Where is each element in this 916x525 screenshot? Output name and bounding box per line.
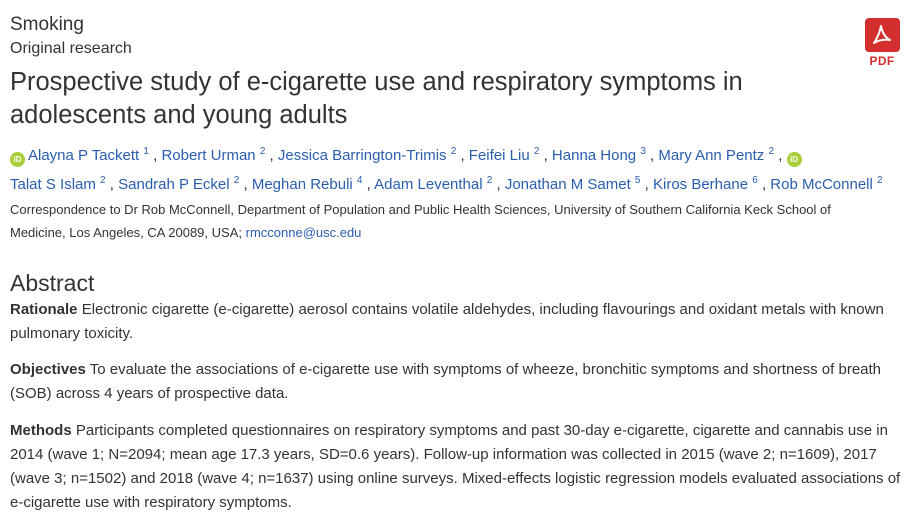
- affiliation-number: 2: [533, 146, 540, 157]
- author-separator: ,: [757, 176, 771, 193]
- abstract-section-methods: Methods Participants completed questionn…: [10, 419, 910, 515]
- affiliation-number: 3: [640, 146, 646, 157]
- author-separator: ,: [774, 147, 787, 164]
- article-title: Prospective study of e-cigarette use and…: [10, 68, 743, 129]
- section-text: Electronic cigarette (e-cigarette) aeros…: [10, 301, 884, 342]
- orcid-icon[interactable]: iD: [10, 152, 25, 167]
- author-name: Adam Leventhal: [374, 176, 483, 193]
- author-name: Meghan Rebuli: [251, 176, 353, 193]
- author-name: Jonathan M Samet: [504, 176, 631, 193]
- section-label: Methods: [10, 422, 72, 439]
- author-name: Jessica Barrington-Trimis: [277, 147, 447, 164]
- author-name: Kiros Berhane: [652, 176, 749, 193]
- article-category: Smoking: [10, 14, 84, 35]
- correspondence: Correspondence to Dr Rob McConnell, Depa…: [10, 198, 890, 244]
- correspondence-text: Correspondence to Dr Rob McConnell, Depa…: [10, 202, 831, 240]
- author-separator: ,: [640, 176, 653, 193]
- author-link[interactable]: Adam Leventhal 2: [374, 175, 493, 194]
- abstract-section-objectives: Objectives To evaluate the associations …: [10, 358, 910, 406]
- affiliation-number: 2: [877, 175, 883, 186]
- affiliation-number: 6: [752, 175, 758, 186]
- affiliation-number: 2: [768, 146, 775, 157]
- author-link[interactable]: Alayna P Tackett 1: [28, 146, 149, 165]
- author-separator: ,: [265, 147, 278, 164]
- author-link[interactable]: Jessica Barrington-Trimis 2: [277, 146, 457, 165]
- author-link[interactable]: Jonathan M Samet 5: [504, 175, 641, 194]
- section-label: Objectives: [10, 361, 86, 378]
- author-link[interactable]: Feifei Liu 2: [468, 146, 540, 165]
- author-list: iD Alayna P Tackett 1 , Robert Urman 2 , …: [10, 141, 890, 199]
- article-type: Original research: [10, 40, 132, 57]
- author-link[interactable]: Rob McConnell 2: [770, 175, 883, 194]
- affiliation-number: 4: [356, 175, 363, 186]
- pdf-icon: [864, 18, 900, 52]
- affiliation-number: 5: [634, 175, 641, 186]
- author-link[interactable]: Meghan Rebuli 4: [251, 175, 363, 194]
- author-separator: ,: [456, 147, 469, 164]
- affiliation-number: 2: [450, 146, 457, 157]
- section-text: To evaluate the associations of e-cigare…: [10, 361, 882, 402]
- author-link[interactable]: Sandrah P Eckel 2: [118, 175, 240, 194]
- author-separator: ,: [492, 176, 505, 193]
- author-name: Hanna Hong: [551, 147, 637, 164]
- abstract-section-rationale: Rationale Electronic cigarette (e-cigare…: [10, 298, 910, 346]
- author-separator: ,: [645, 147, 659, 164]
- affiliation-number: 1: [143, 146, 149, 157]
- author-link[interactable]: Robert Urman 2: [161, 146, 266, 165]
- author-name: Rob McConnell: [770, 176, 873, 193]
- abstract-heading: Abstract: [10, 270, 95, 296]
- pdf-download-button[interactable]: PDF: [863, 18, 901, 74]
- author-name: Robert Urman: [161, 147, 256, 164]
- section-label: Rationale: [10, 301, 78, 318]
- author-separator: ,: [239, 176, 252, 193]
- correspondence-email-link[interactable]: rmcconne@usc.edu: [245, 225, 362, 240]
- orcid-icon[interactable]: iD: [786, 152, 802, 167]
- section-text: Participants completed questionnaires on…: [10, 422, 901, 511]
- author-link[interactable]: Kiros Berhane 6: [652, 175, 758, 194]
- author-separator: ,: [362, 176, 375, 193]
- author-link[interactable]: Talat S Islam 2: [10, 175, 106, 194]
- pdf-label: PDF: [869, 54, 895, 68]
- author-name: Alayna P Tackett: [28, 147, 140, 164]
- author-name: Talat S Islam: [10, 176, 96, 193]
- affiliation-number: 2: [486, 175, 493, 186]
- author-name: Mary Ann Pentz: [658, 147, 765, 164]
- author-link[interactable]: Hanna Hong 3: [551, 146, 646, 165]
- author-name: Sandrah P Eckel: [118, 176, 230, 193]
- affiliation-number: 2: [259, 146, 266, 157]
- author-separator: ,: [105, 176, 119, 193]
- affiliation-number: 2: [233, 175, 240, 186]
- author-name: Feifei Liu: [468, 147, 530, 164]
- author-link[interactable]: Mary Ann Pentz 2: [658, 146, 775, 165]
- affiliation-number: 2: [100, 175, 106, 186]
- author-separator: ,: [148, 147, 162, 164]
- author-separator: ,: [539, 147, 552, 164]
